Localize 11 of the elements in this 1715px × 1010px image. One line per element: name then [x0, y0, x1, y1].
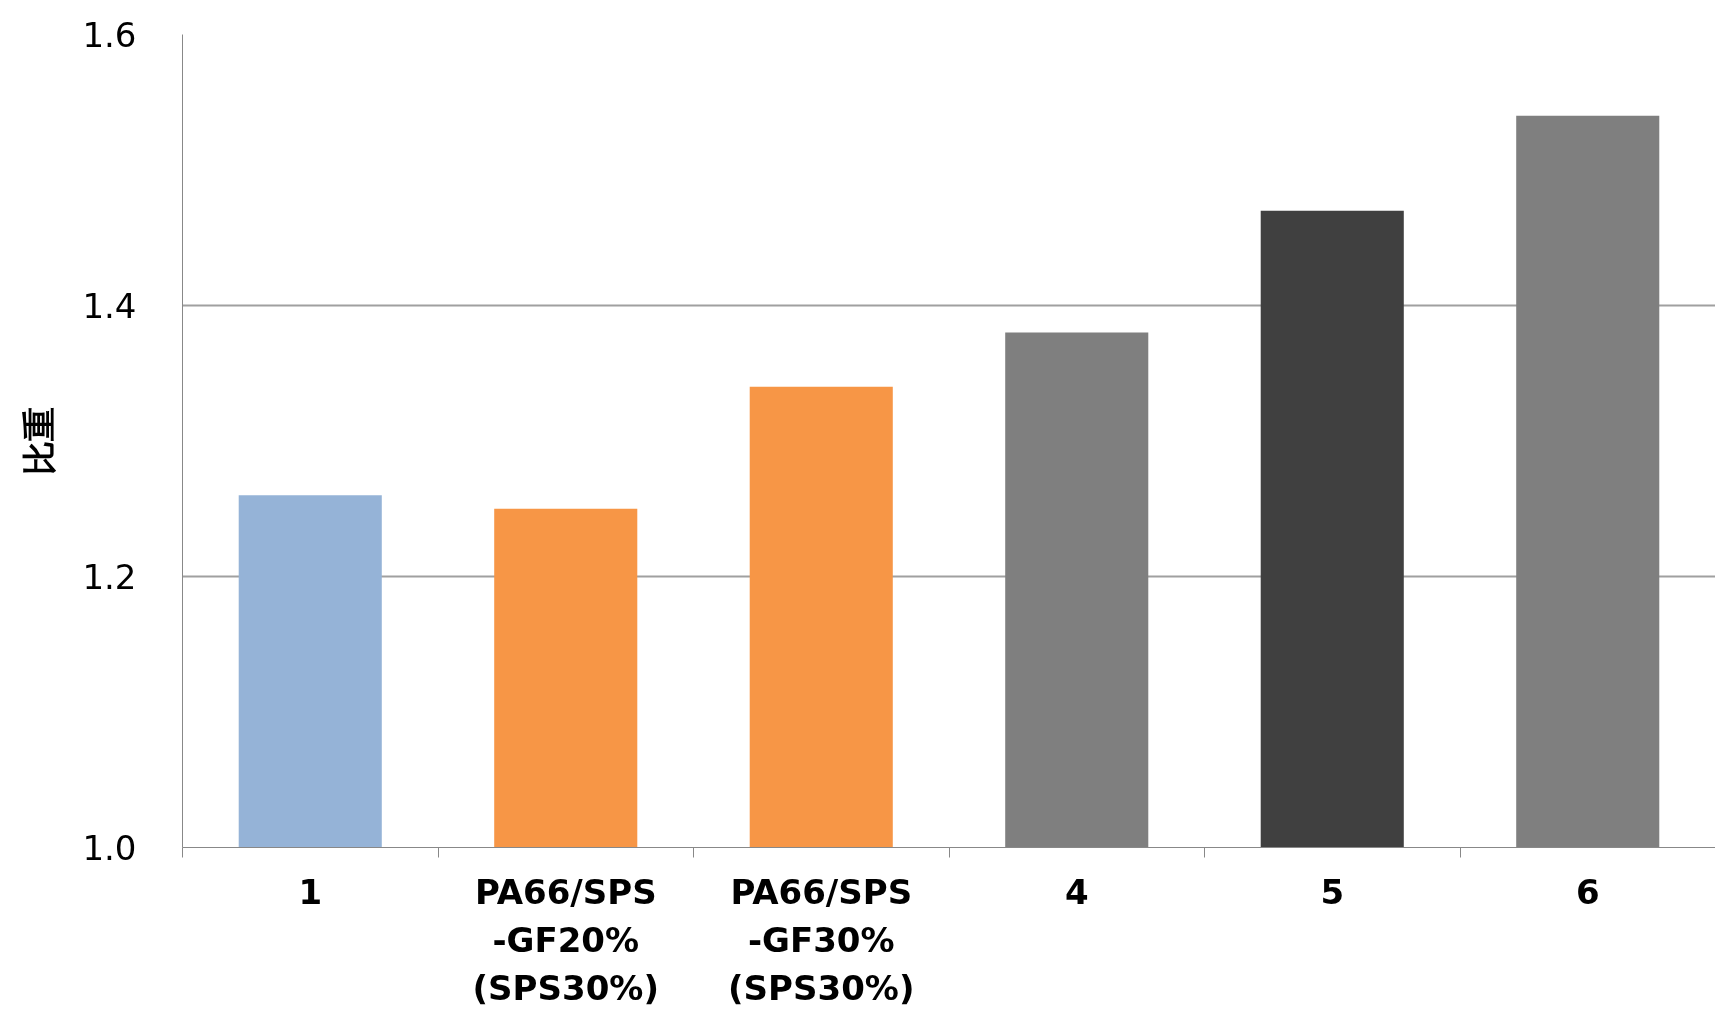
y-tick-label: 1.2	[82, 557, 137, 597]
x-tick-label: 4	[1064, 871, 1089, 912]
x-tick-label: PA66/SPS -GF30% (SPS30%)	[728, 871, 915, 1008]
y-tick-label: 1.6	[82, 15, 137, 55]
x-tick-label: PA66/SPS -GF20% (SPS30%)	[472, 871, 659, 1008]
x-tick-label: 6	[1575, 871, 1600, 912]
x-tick-label: 5	[1320, 871, 1345, 912]
y-axis-title: 比重	[19, 407, 60, 475]
y-tick-label: 1.0	[82, 828, 137, 868]
y-tick-label: 1.4	[82, 286, 137, 326]
x-tick-label: 1	[298, 871, 323, 912]
